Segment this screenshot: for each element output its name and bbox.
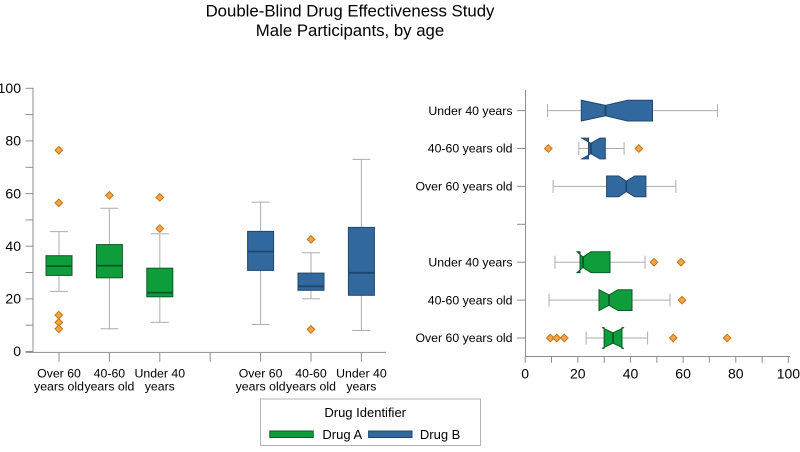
svg-text:Double-Blind Drug Effectivenes: Double-Blind Drug Effectiveness Study	[206, 2, 495, 21]
svg-text:40-60: 40-60	[94, 367, 126, 381]
svg-text:40-60 years old: 40-60 years old	[428, 142, 513, 156]
svg-text:0: 0	[13, 343, 21, 359]
svg-text:40: 40	[623, 366, 639, 382]
svg-text:Drug Identifier: Drug Identifier	[324, 405, 406, 420]
svg-text:years old: years old	[286, 380, 336, 394]
svg-text:Over 60: Over 60	[239, 367, 283, 381]
svg-text:Under 40: Under 40	[135, 367, 186, 381]
svg-text:Over 60 years old: Over 60 years old	[415, 331, 512, 345]
svg-text:Over 60: Over 60	[37, 367, 81, 381]
svg-text:40-60 years old: 40-60 years old	[428, 293, 513, 307]
svg-text:Under 40 years: Under 40 years	[428, 255, 512, 269]
svg-text:100: 100	[0, 80, 21, 96]
svg-text:40-60: 40-60	[295, 367, 327, 381]
svg-text:years: years	[145, 380, 175, 394]
svg-text:40: 40	[5, 238, 21, 254]
svg-text:Drug A: Drug A	[322, 427, 362, 442]
svg-text:years old: years old	[84, 380, 134, 394]
svg-text:Under 40: Under 40	[336, 367, 387, 381]
svg-text:80: 80	[5, 133, 21, 149]
svg-text:0: 0	[521, 366, 529, 382]
svg-text:80: 80	[728, 366, 744, 382]
svg-text:years: years	[346, 380, 376, 394]
svg-text:20: 20	[570, 366, 586, 382]
svg-text:60: 60	[5, 185, 21, 201]
svg-text:years old: years old	[34, 380, 84, 394]
svg-text:Under 40 years: Under 40 years	[428, 104, 512, 118]
svg-text:Drug B: Drug B	[420, 427, 460, 442]
svg-text:Over 60 years old: Over 60 years old	[415, 180, 512, 194]
svg-text:60: 60	[675, 366, 691, 382]
svg-text:100: 100	[777, 366, 800, 382]
svg-text:Male Participants, by age: Male Participants, by age	[256, 21, 444, 40]
svg-text:years old: years old	[236, 380, 286, 394]
svg-text:20: 20	[5, 291, 21, 307]
